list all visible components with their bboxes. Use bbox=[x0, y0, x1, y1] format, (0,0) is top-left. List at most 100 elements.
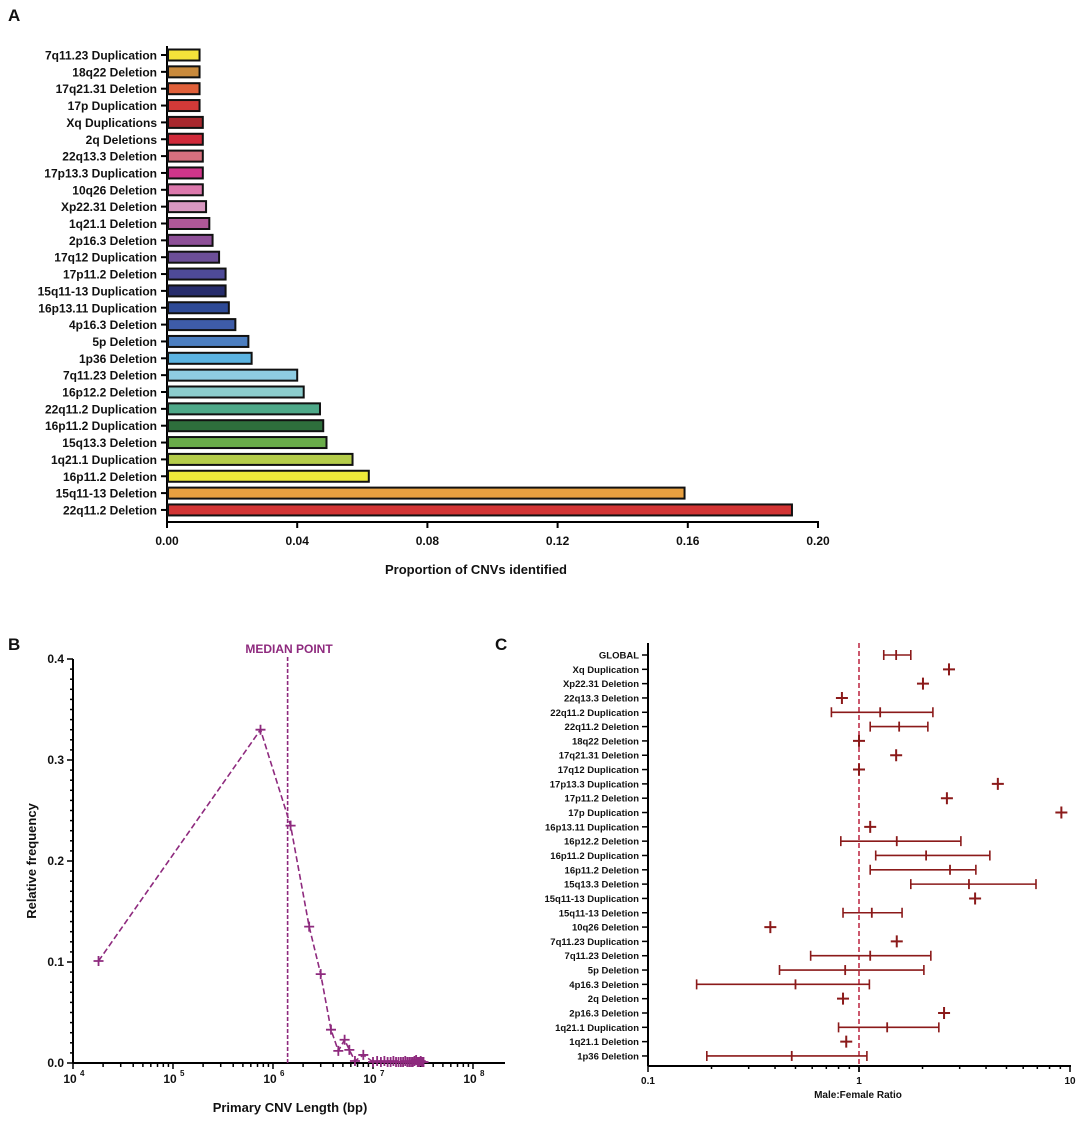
panel-b-x-axis-label: Primary CNV Length (bp) bbox=[213, 1100, 368, 1115]
x-tick-exponent: 6 bbox=[280, 1069, 285, 1078]
category-label: 15q11-13 Duplication bbox=[38, 284, 157, 298]
bar bbox=[167, 82, 201, 96]
category-label: 16p11.2 Deletion bbox=[63, 470, 157, 484]
category-label: 17q21.31 Deletion bbox=[56, 82, 157, 96]
data-point bbox=[942, 663, 955, 676]
data-point bbox=[325, 1024, 336, 1035]
bar bbox=[167, 217, 211, 230]
category-label: 17p11.2 Deletion bbox=[63, 268, 157, 282]
x-tick-label: 10 bbox=[263, 1072, 277, 1086]
data-point bbox=[339, 1034, 350, 1045]
panel-c-forest-plot: 0.1 1 10 GLOBAL Xq Duplication Xp22.31 Deleti… bbox=[544, 643, 1076, 1087]
data-point bbox=[991, 777, 1004, 790]
x-tick-label: 10 bbox=[163, 1072, 177, 1086]
x-tick-label: 0.00 bbox=[155, 534, 179, 548]
category-label: 1p36 Deletion bbox=[79, 352, 157, 366]
x-tick-label: 1 bbox=[856, 1076, 862, 1087]
category-label: 2q Deletion bbox=[588, 994, 639, 1005]
category-label: 4p16.3 Deletion bbox=[69, 318, 157, 332]
category-label: 22q13.3 Deletion bbox=[62, 150, 157, 164]
category-label: 10q26 Deletion bbox=[572, 923, 639, 934]
bar bbox=[167, 301, 230, 315]
category-label: 15q11-13 Deletion bbox=[56, 487, 157, 501]
panel-b-line-chart: 0.00.10.20.30.410 4 10 5 10 6 10 7 10 8 bbox=[47, 652, 505, 1086]
panel-label-a: A bbox=[8, 6, 20, 25]
bar bbox=[167, 183, 204, 197]
category-label: 15q13.3 Deletion bbox=[564, 880, 639, 891]
x-tick-label: 0.20 bbox=[806, 534, 830, 548]
bar bbox=[167, 149, 204, 163]
data-point bbox=[835, 691, 848, 704]
category-label: 17p13.3 Duplication bbox=[550, 779, 639, 790]
panel-label-c: C bbox=[495, 635, 507, 654]
data-point bbox=[333, 1045, 344, 1056]
bar bbox=[167, 115, 204, 129]
category-label: 16p11.2 Deletion bbox=[565, 865, 640, 876]
confidence-interval bbox=[882, 650, 912, 660]
bar bbox=[167, 166, 204, 180]
category-label: Xp22.31 Deletion bbox=[563, 679, 639, 690]
x-tick-label: 10 bbox=[63, 1072, 77, 1086]
category-label: 5p Deletion bbox=[92, 335, 157, 349]
category-label: 4p16.3 Deletion bbox=[569, 980, 639, 991]
bar bbox=[167, 385, 305, 399]
category-label: GLOBAL bbox=[599, 651, 639, 662]
x-tick-label: 0.1 bbox=[641, 1076, 655, 1087]
category-label: 10q26 Deletion bbox=[72, 183, 157, 197]
data-point bbox=[890, 749, 903, 762]
category-label: 1q21.1 Duplication bbox=[555, 1023, 639, 1034]
data-point bbox=[864, 820, 877, 833]
data-point bbox=[344, 1044, 355, 1055]
category-label: 22q11.2 Deletion bbox=[565, 722, 640, 733]
x-tick-label: 10 bbox=[363, 1072, 377, 1086]
data-point bbox=[969, 892, 982, 905]
bar bbox=[167, 402, 321, 416]
bar bbox=[167, 351, 253, 365]
data-point bbox=[764, 921, 777, 934]
category-label: 17p Duplication bbox=[68, 99, 157, 113]
bar bbox=[167, 452, 354, 466]
x-tick-exponent: 8 bbox=[480, 1069, 485, 1078]
data-point bbox=[837, 992, 850, 1005]
category-label: 15q11-13 Duplication bbox=[544, 894, 639, 905]
confidence-interval bbox=[830, 707, 934, 718]
bar bbox=[167, 419, 325, 433]
bar bbox=[167, 284, 227, 298]
y-tick-label: 0.2 bbox=[47, 854, 64, 868]
confidence-interval bbox=[910, 879, 1037, 890]
category-label: 7q11.23 Deletion bbox=[565, 951, 640, 962]
category-label: 17q12 Duplication bbox=[54, 251, 157, 265]
y-tick-label: 0.3 bbox=[47, 753, 64, 767]
category-label: 17q21.31 Deletion bbox=[559, 751, 639, 762]
category-label: 1q21.1 Deletion bbox=[569, 1037, 639, 1048]
panel-c-x-axis-label: Male:Female Ratio bbox=[814, 1090, 902, 1101]
category-label: Xq Duplications bbox=[66, 116, 157, 130]
x-tick-exponent: 4 bbox=[80, 1069, 85, 1078]
panel-b-median-annotation: MEDIAN POINT bbox=[245, 642, 333, 656]
data-point bbox=[358, 1049, 369, 1060]
x-tick-exponent: 5 bbox=[180, 1069, 185, 1078]
category-label: 2q Deletions bbox=[86, 133, 158, 147]
data-point bbox=[1055, 806, 1068, 819]
category-label: 16p13.11 Duplication bbox=[545, 822, 639, 833]
x-tick-exponent: 7 bbox=[380, 1069, 385, 1078]
category-label: 18q22 Deletion bbox=[572, 736, 639, 747]
data-point bbox=[940, 792, 953, 805]
confidence-interval bbox=[778, 965, 925, 976]
data-point bbox=[349, 1055, 360, 1066]
x-tick-label: 0.12 bbox=[546, 534, 570, 548]
panel-a-bar-chart: 7q11.23 Duplication 18q22 Deletion 17q21.3… bbox=[38, 46, 830, 548]
category-label: Xq Duplication bbox=[573, 665, 640, 676]
bar bbox=[167, 200, 208, 214]
category-label: 7q11.23 Duplication bbox=[45, 49, 157, 63]
x-tick-label: 10 bbox=[463, 1072, 477, 1086]
category-label: 17p13.3 Duplication bbox=[44, 166, 157, 180]
category-label: 16p12.2 Deletion bbox=[564, 837, 639, 848]
data-point bbox=[853, 763, 865, 776]
data-point bbox=[890, 935, 903, 948]
panel-a-x-axis-label: Proportion of CNVs identified bbox=[385, 562, 567, 577]
data-point bbox=[93, 955, 104, 966]
category-label: 15q13.3 Deletion bbox=[62, 436, 157, 450]
data-point bbox=[916, 677, 929, 690]
